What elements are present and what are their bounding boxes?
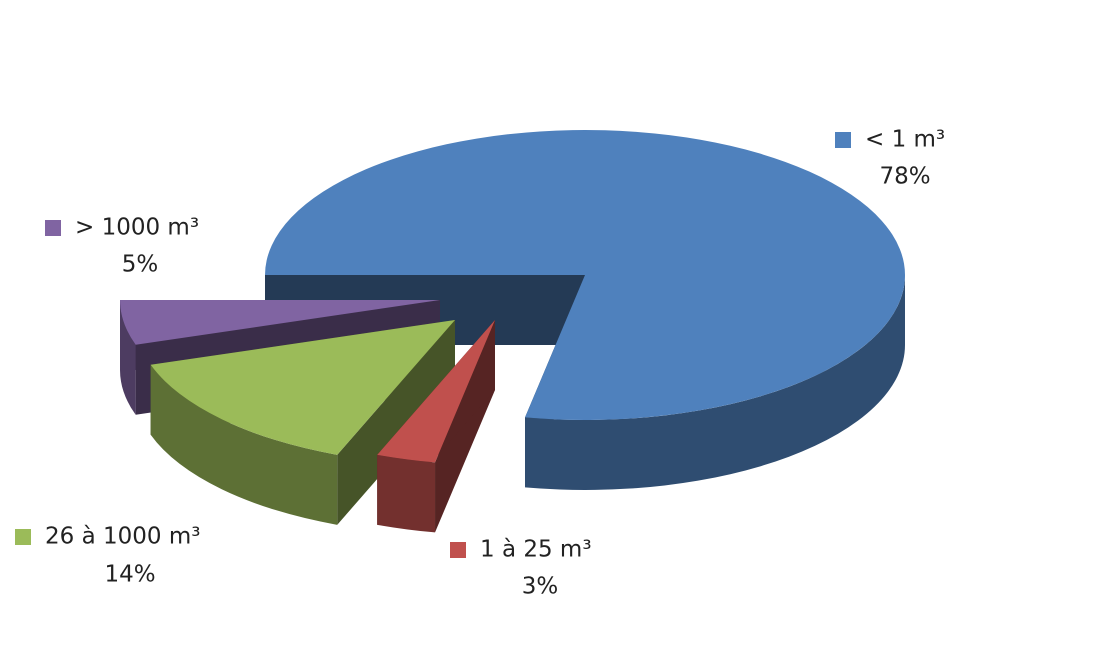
value-label: 78%: [879, 164, 930, 190]
slice: [150, 320, 455, 525]
legend-swatch: [835, 132, 851, 148]
slice: [150, 320, 455, 455]
slice: [377, 320, 495, 463]
value-label: 14%: [104, 562, 155, 588]
legend-swatch: [450, 542, 466, 558]
slice-side: [525, 275, 905, 490]
category-label: 1 à 25 m³: [480, 537, 592, 563]
category-label: > 1000 m³: [75, 215, 199, 241]
value-label: 3%: [522, 574, 559, 600]
slice: [120, 300, 440, 345]
slice: [265, 129, 905, 420]
slice-side: [120, 300, 136, 415]
legend-swatch: [45, 220, 61, 236]
category-label: 26 à 1000 m³: [45, 524, 200, 550]
slice: [377, 320, 495, 533]
legend-swatch: [15, 529, 31, 545]
category-label: < 1 m³: [865, 127, 945, 153]
slice-side: [150, 364, 338, 525]
value-label: 5%: [122, 252, 159, 278]
slice-side: [377, 454, 436, 533]
